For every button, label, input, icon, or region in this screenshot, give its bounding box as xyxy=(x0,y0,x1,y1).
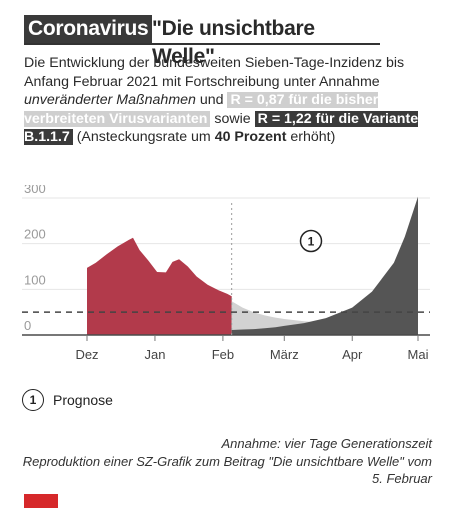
source-note: Reproduktion einer SZ-Grafik zum Beitrag… xyxy=(22,454,432,486)
forecast-marker-circle xyxy=(299,229,323,253)
x-tick-label: Feb xyxy=(212,347,234,362)
title-tag: Coronavirus xyxy=(24,15,153,43)
assumption-note: Annahme: vier Tage Generationszeit xyxy=(221,436,432,451)
forecast-marker-label: 1 xyxy=(308,235,315,249)
forecast-r122-area xyxy=(231,196,418,335)
x-tick-label: Mai xyxy=(408,347,429,362)
header: Coronavirus "Die unsichtbare Welle" xyxy=(24,15,380,68)
description: Die Entwicklung der bundesweiten Sieben-… xyxy=(24,54,436,147)
y-tick-label: 200 xyxy=(24,227,46,242)
description-bold: 40 Prozent xyxy=(214,129,287,145)
x-tick-label: März xyxy=(270,347,299,362)
legend-marker: 1 xyxy=(22,389,44,411)
x-tick-label: Jan xyxy=(144,347,165,362)
description-italic: unveränderter Maßnahmen xyxy=(24,92,196,108)
y-tick-label: 300 xyxy=(24,185,46,196)
description-text: sowie xyxy=(210,110,255,127)
publisher-logo xyxy=(24,494,58,508)
incidence-chart: 300 200 100 0 Dez Jan Feb März Apr Mai 1 xyxy=(22,185,430,362)
header-rule xyxy=(24,43,380,45)
observed-incidence-area xyxy=(87,237,232,335)
legend-label: Prognose xyxy=(53,392,113,408)
x-tick-label: Dez xyxy=(75,347,98,362)
description-text: (Ansteckungsrate um xyxy=(72,129,215,145)
description-text: erhöht) xyxy=(286,129,336,145)
page-title: "Die unsichtbare Welle" xyxy=(152,17,315,68)
y-tick-label: 100 xyxy=(24,272,46,287)
description-text: und xyxy=(195,92,228,108)
x-tick-label: Apr xyxy=(342,347,363,362)
description-text: Die Entwicklung der bundesweiten Sieben-… xyxy=(24,55,405,90)
y-tick-label: 0 xyxy=(24,318,31,333)
